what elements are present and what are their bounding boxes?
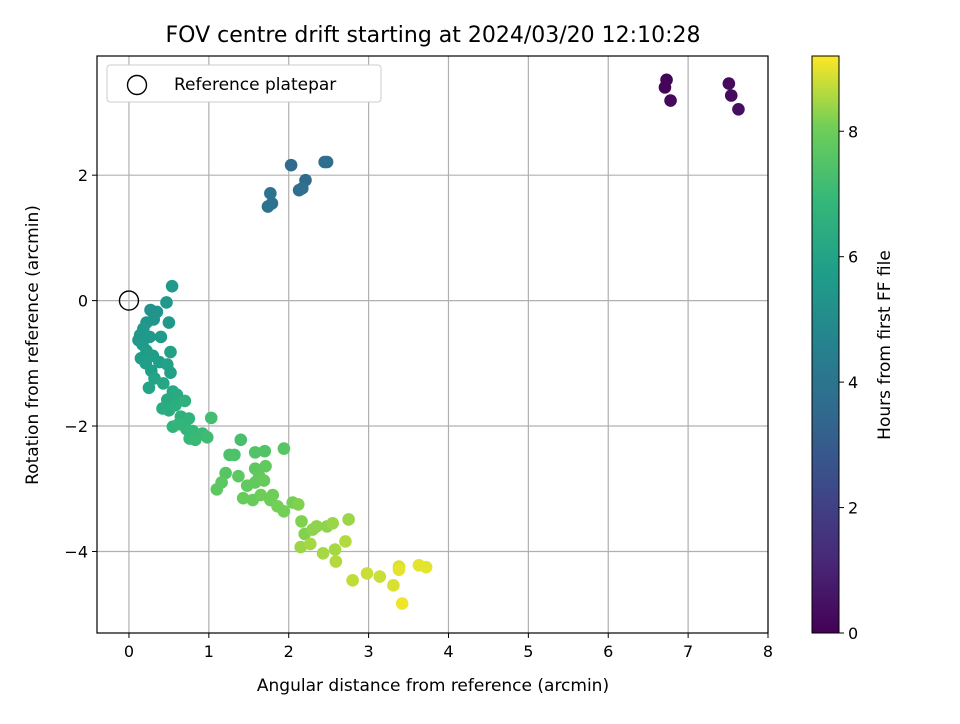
data-point	[248, 446, 262, 459]
data-point	[157, 377, 170, 390]
axis-ticks: 0 1 2 3 4 5 6 7 8 −4 −2 0 2	[64, 166, 773, 661]
data-point	[259, 459, 272, 473]
data-points	[132, 73, 745, 610]
data-point	[320, 155, 334, 169]
data-point	[200, 431, 214, 444]
data-point	[295, 515, 308, 528]
legend-entry-reference: Reference platepar	[174, 75, 336, 95]
data-point	[168, 399, 182, 412]
y-tick-label: 0	[78, 292, 88, 311]
data-point	[395, 597, 409, 610]
data-point	[219, 466, 232, 480]
colorbar-tick-label: 0	[848, 624, 858, 643]
reference-marker	[118, 290, 140, 311]
data-point	[236, 491, 250, 505]
x-tick-label: 2	[284, 642, 294, 661]
colorbar-tick-label: 8	[848, 122, 858, 141]
data-point	[266, 488, 280, 502]
legend: Reference platepar	[106, 64, 382, 103]
data-point	[722, 77, 736, 90]
data-point	[228, 448, 241, 462]
x-tick-label: 1	[204, 642, 214, 661]
legend-marker-icon	[126, 74, 148, 96]
data-point	[419, 560, 433, 574]
data-point	[295, 182, 309, 195]
x-tick-label: 5	[523, 642, 533, 661]
data-point	[261, 200, 275, 213]
data-point	[732, 103, 745, 116]
data-point	[277, 442, 291, 455]
x-tick-label: 4	[443, 642, 453, 661]
data-point	[160, 296, 173, 309]
data-point	[328, 543, 342, 556]
data-point	[264, 187, 277, 200]
x-axis-label: Angular distance from reference (arcmin)	[257, 676, 609, 696]
colorbar: 0 2 4 6 8 Hours from first FF file	[811, 55, 895, 643]
data-point	[392, 563, 406, 576]
data-point	[316, 547, 330, 560]
data-point	[284, 158, 298, 172]
data-point	[210, 483, 224, 496]
colorbar-tick-label: 6	[848, 248, 858, 267]
y-tick-label: −4	[64, 542, 88, 561]
data-point	[303, 537, 317, 551]
legend-box	[106, 64, 382, 103]
data-point	[277, 505, 291, 518]
colorbar-ticks: 0 2 4 6 8	[839, 122, 858, 643]
data-point	[164, 366, 177, 380]
data-point	[658, 81, 672, 94]
data-point	[664, 94, 677, 107]
data-point	[162, 316, 176, 329]
data-point	[232, 469, 245, 483]
data-point	[143, 330, 157, 344]
data-point	[373, 570, 387, 583]
reference-platepar-marker	[118, 290, 140, 311]
y-axis-label: Rotation from reference (arcmin)	[23, 205, 43, 485]
data-point	[294, 540, 307, 554]
data-point	[346, 574, 359, 587]
data-point	[342, 513, 355, 526]
data-point	[329, 555, 343, 568]
x-tick-label: 8	[763, 642, 773, 661]
x-tick-label: 6	[603, 642, 613, 661]
x-tick-label: 0	[124, 642, 134, 661]
data-point	[234, 433, 248, 447]
colorbar-tick-label: 2	[848, 499, 858, 518]
data-point	[387, 579, 400, 592]
data-point	[360, 567, 374, 580]
data-point	[724, 89, 738, 102]
colorbar-label: Hours from first FF file	[875, 250, 895, 440]
data-point	[257, 474, 271, 487]
data-point	[258, 444, 272, 458]
y-tick-label: 2	[78, 166, 88, 185]
data-point	[339, 535, 352, 548]
data-point	[292, 498, 305, 511]
colorbar-tick-label: 4	[848, 373, 858, 392]
data-point	[154, 330, 168, 344]
colorbar-gradient	[811, 55, 840, 634]
plot-frame	[96, 55, 769, 634]
data-point	[178, 394, 192, 408]
x-tick-label: 7	[683, 642, 693, 661]
data-point	[165, 279, 179, 293]
x-tick-label: 3	[364, 642, 374, 661]
y-tick-label: −2	[64, 417, 88, 436]
chart-title: FOV centre drift starting at 2024/03/20 …	[166, 23, 701, 48]
data-point	[204, 411, 218, 425]
data-point	[164, 345, 177, 359]
data-point	[310, 520, 323, 533]
data-point	[254, 488, 268, 502]
data-point	[326, 516, 339, 530]
data-point	[182, 412, 196, 425]
data-point	[142, 381, 156, 395]
